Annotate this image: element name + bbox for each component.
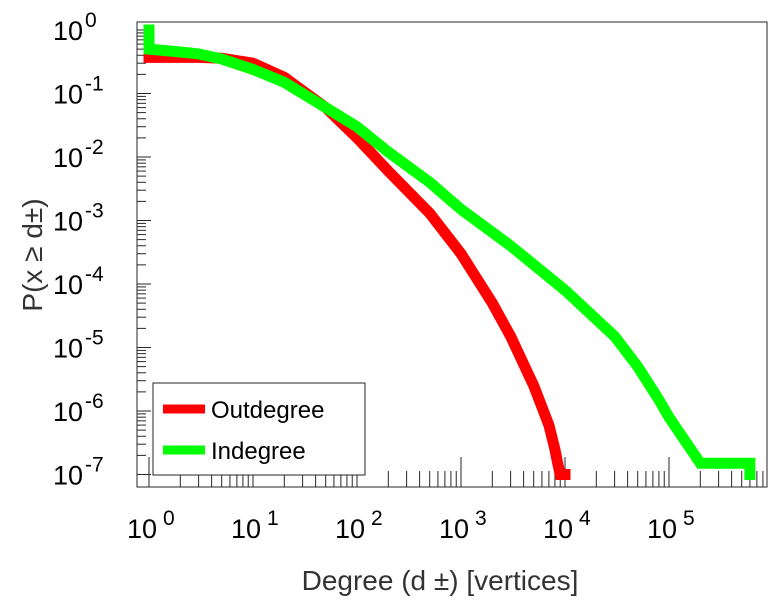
x-tick-label: 10 1 [231,507,279,544]
y-tick-label: 10-5 [53,327,104,364]
y-tick-label: 10-4 [53,263,104,300]
legend-label-outdegree: Outdegree [211,397,324,424]
x-axis-label: Degree (d ±) [vertices] [302,565,579,596]
legend-box [152,382,366,476]
tick-labels: 10 0 10 1 10 2 10 3 10 4 10 5 100 10-1 10-2 10-3 10-4 10-… [53,9,695,544]
x-tick-label: 10 0 [127,507,175,544]
series-line-indegree [143,24,756,480]
x-tick-label: 10 3 [439,507,487,544]
y-tick-label: 10-2 [53,136,104,173]
x-tick-label: 10 2 [335,507,383,544]
legend: Outdegree Indegree [152,382,366,476]
x-tick-label: 10 5 [647,507,695,544]
plot-frame [136,21,768,488]
series-layer [143,24,756,480]
y-tick-label: 10-3 [53,200,104,237]
y-tick-label: 10-1 [53,73,104,110]
legend-label-indegree: Indegree [211,438,306,465]
y-tick-label: 10-6 [53,390,104,427]
x-tick-label: 10 4 [543,507,591,544]
y-axis-label: P(x ≥ d±) [17,198,48,311]
y-tick-label: 10-7 [53,454,104,491]
y-tick-label: 100 [53,9,97,46]
